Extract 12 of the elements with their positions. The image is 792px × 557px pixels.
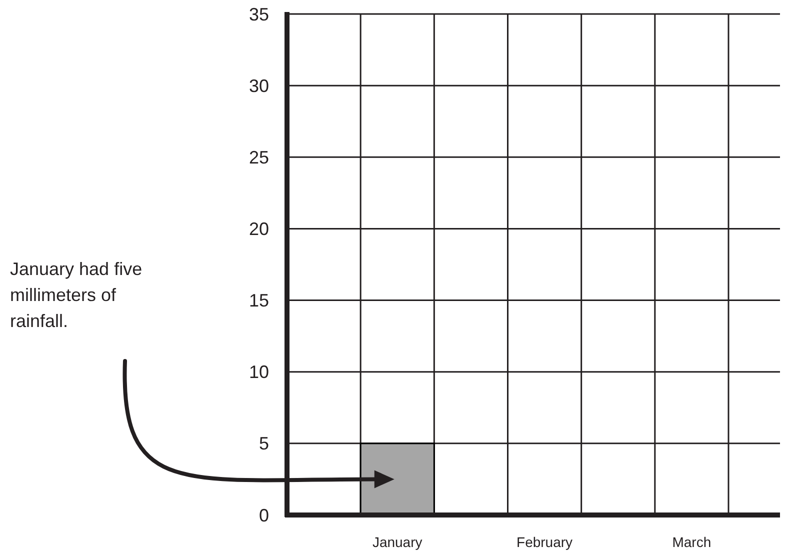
x-tick-label: January <box>372 534 422 550</box>
y-tick-label: 15 <box>248 290 269 311</box>
text: January had five millimeters of rainfall. <box>10 259 142 331</box>
x-tick-label: February <box>516 534 573 550</box>
y-tick-label: 5 <box>258 434 269 454</box>
y-tick-label: 20 <box>248 219 269 240</box>
y-tick-label: 25 <box>248 147 269 168</box>
x-tick-label: March <box>672 534 712 550</box>
y-tick-label: 30 <box>248 76 269 96</box>
y-tick-label: 10 <box>248 362 269 382</box>
y-tick-label: 0 <box>258 505 269 526</box>
y-tick-label: 35 <box>248 4 269 24</box>
